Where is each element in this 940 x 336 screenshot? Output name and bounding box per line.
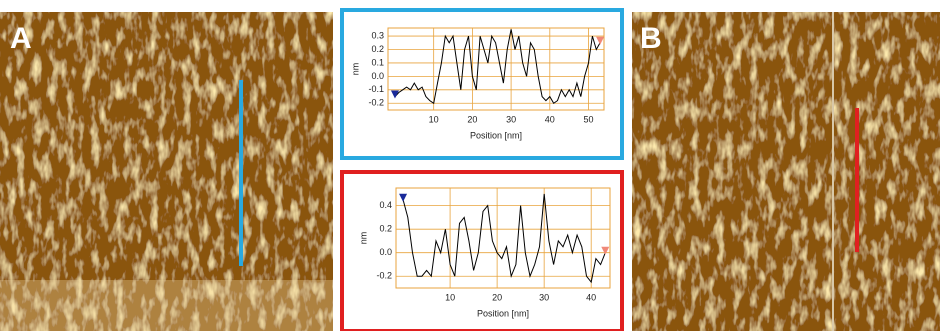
y-tick-label: 0.1 <box>371 57 384 67</box>
panel-label: B <box>640 22 662 55</box>
cursor-marker <box>596 36 605 45</box>
cursor-marker <box>399 193 408 202</box>
x-axis-label: Position [nm] <box>470 130 522 140</box>
profile-line <box>394 29 601 105</box>
x-tick-label: 30 <box>539 292 549 302</box>
x-tick-label: 40 <box>586 292 596 302</box>
x-tick-label: 10 <box>445 292 455 302</box>
y-tick-label: 0.0 <box>371 71 384 81</box>
cursor-marker <box>601 246 610 255</box>
y-tick-label: 0.4 <box>379 200 392 210</box>
panel-label: A <box>10 22 32 55</box>
afm-image-b <box>632 12 940 331</box>
afm-bright-region <box>0 280 333 331</box>
x-tick-label: 10 <box>429 114 439 124</box>
y-tick-label: 0.2 <box>371 44 384 54</box>
y-tick-label: 0.0 <box>379 247 392 257</box>
cursor-marker <box>390 90 399 99</box>
x-tick-label: 40 <box>545 114 555 124</box>
y-axis-label: nm <box>358 232 368 245</box>
y-tick-label: 0.3 <box>371 30 384 40</box>
y-tick-label: -0.2 <box>376 271 392 281</box>
x-tick-label: 20 <box>492 292 502 302</box>
profile-line <box>402 193 606 284</box>
y-tick-label: -0.2 <box>368 98 384 108</box>
y-tick-label: -0.1 <box>368 84 384 94</box>
x-axis-label: Position [nm] <box>477 308 529 318</box>
x-tick-label: 20 <box>467 114 477 124</box>
afm-image-a <box>0 12 333 331</box>
y-tick-label: 0.2 <box>379 224 392 234</box>
plot-area <box>387 27 605 111</box>
x-tick-label: 50 <box>584 114 594 124</box>
y-axis-label: nm <box>350 63 360 76</box>
x-tick-label: 30 <box>506 114 516 124</box>
